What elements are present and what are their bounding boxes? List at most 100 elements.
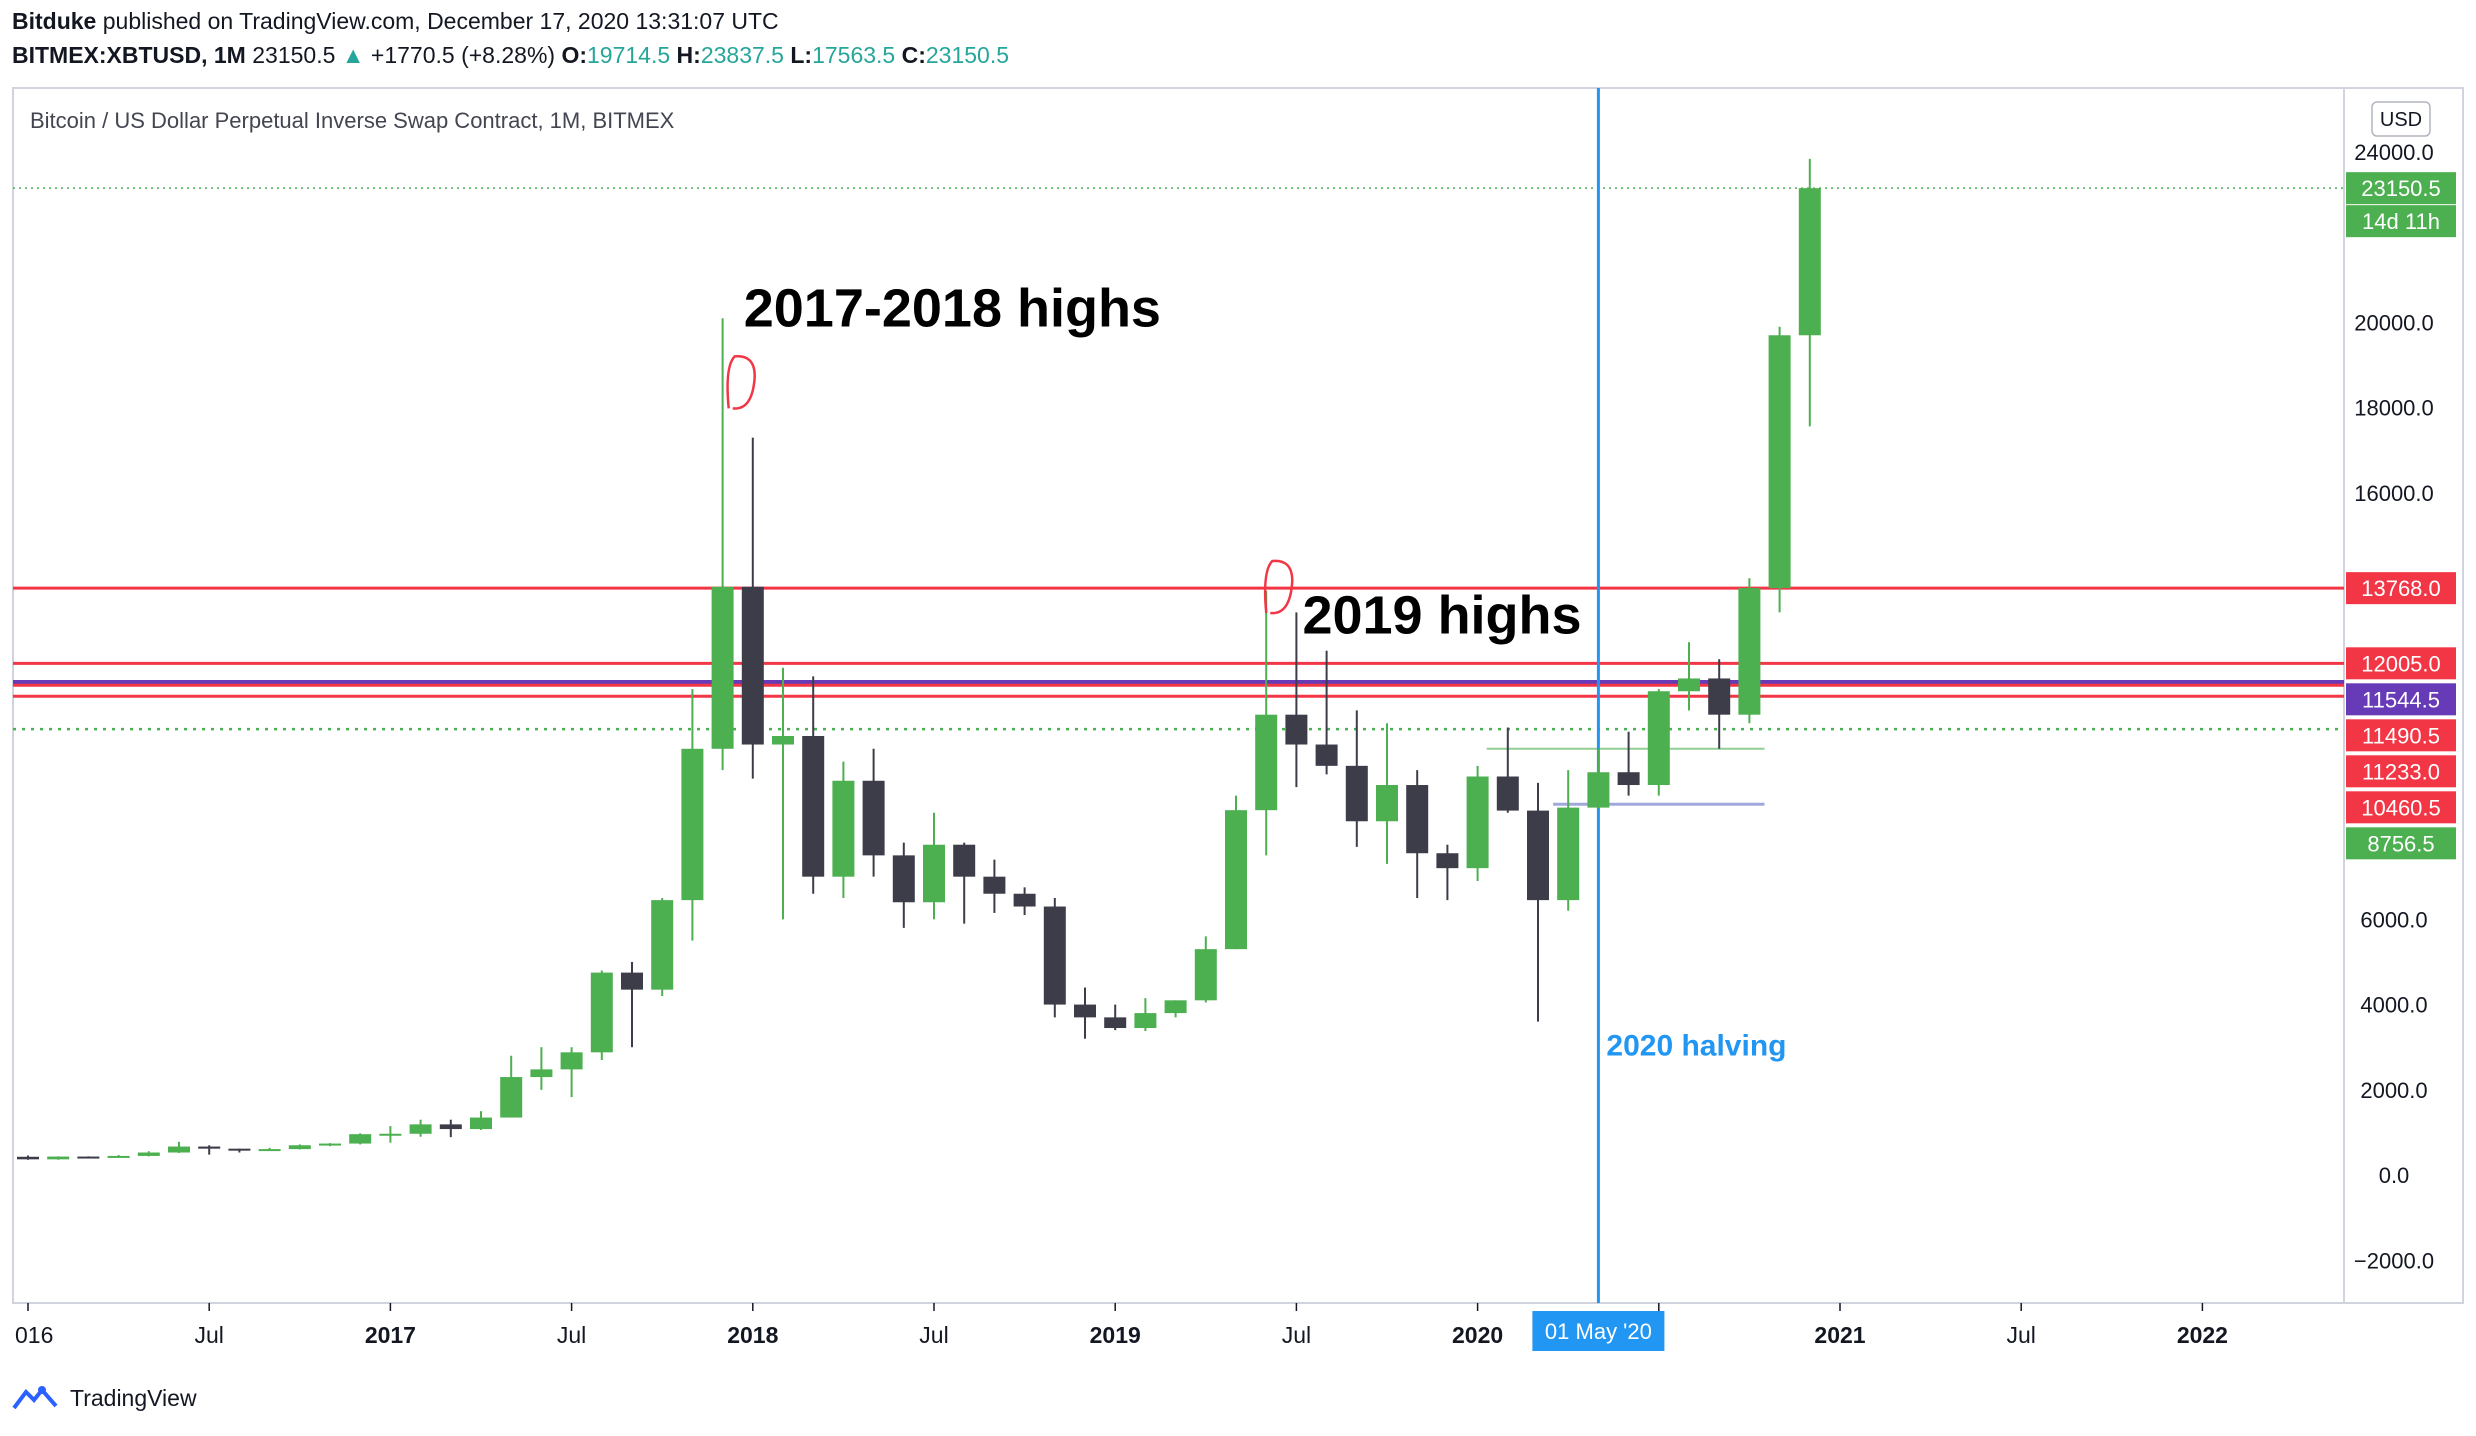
candle-body bbox=[772, 736, 794, 745]
candle-body bbox=[741, 586, 764, 745]
candle-body bbox=[1345, 765, 1368, 822]
candle-body bbox=[621, 972, 643, 990]
chart-title: Bitcoin / US Dollar Perpetual Inverse Sw… bbox=[30, 108, 675, 133]
candle-body bbox=[1376, 785, 1398, 822]
level-tag-bg bbox=[2346, 572, 2456, 605]
x-tick-label: 2018 bbox=[727, 1322, 778, 1348]
price-axis[interactable]: −2000.0 0.0 2000.0 4000.0 6000.0 16000.0 18000… bbox=[2346, 140, 2456, 1273]
countdown-bg bbox=[2346, 205, 2456, 238]
candle-body bbox=[711, 586, 734, 749]
x-tick-label: Jul bbox=[2006, 1322, 2035, 1348]
last-price: 23150.5 bbox=[252, 42, 336, 68]
currency-button[interactable] bbox=[2371, 101, 2431, 137]
x-tick-label: Jul bbox=[557, 1322, 586, 1348]
candle-body bbox=[1225, 810, 1247, 950]
candle-body bbox=[500, 1077, 523, 1118]
candle-body bbox=[1194, 949, 1217, 1001]
annotation-text: 2019 highs bbox=[1302, 586, 1581, 646]
author[interactable]: Bitduke bbox=[12, 8, 97, 34]
candle-body bbox=[1285, 714, 1308, 745]
high-value: 23837.5 bbox=[700, 42, 784, 68]
candle-body bbox=[681, 748, 704, 901]
dotted-level-tag-bg bbox=[2346, 827, 2456, 860]
up-arrow-icon: ▲ bbox=[341, 42, 365, 68]
y-tick-label: −2000.0 bbox=[2354, 1248, 2434, 1273]
candle-body bbox=[832, 780, 855, 877]
x-tick-label: 2020 bbox=[1452, 1322, 1503, 1348]
y-tick-label: 18000.0 bbox=[2354, 396, 2434, 421]
y-tick-label: 24000.0 bbox=[2354, 140, 2434, 165]
x-tick-label: Jul bbox=[919, 1322, 948, 1348]
candle-body bbox=[319, 1143, 341, 1146]
publish-info: Bitduke published on TradingView.com, De… bbox=[12, 8, 779, 35]
level-tag: 13768.0 bbox=[2361, 576, 2441, 601]
last-price-tag-bg bbox=[2346, 172, 2456, 205]
y-tick-label: 0.0 bbox=[2379, 1163, 2410, 1188]
candle-body bbox=[258, 1149, 281, 1152]
candles bbox=[17, 158, 1821, 1160]
time-axis[interactable]: 016Jul2017Jul2018Jul2019Jul2020l2021Jul2… bbox=[15, 1303, 2228, 1351]
y-tick-label: 4000.0 bbox=[2360, 993, 2427, 1018]
candle-body bbox=[1406, 785, 1429, 854]
price-change: +1770.5 (+8.28%) bbox=[370, 42, 556, 68]
candle-body bbox=[1708, 678, 1731, 715]
candle-body bbox=[349, 1134, 372, 1144]
candle-body bbox=[439, 1124, 462, 1130]
halving-date-tag: 01 May '20 bbox=[1545, 1319, 1652, 1344]
last-price-tag: 23150.5 bbox=[2361, 176, 2441, 201]
halving-text: 2020 halving bbox=[1606, 1030, 1786, 1063]
price-chart[interactable]: Bitcoin / US Dollar Perpetual Inverse Sw… bbox=[0, 0, 2476, 1380]
candle-body bbox=[107, 1155, 130, 1158]
x-tick-label: 016 bbox=[15, 1322, 53, 1348]
candle-body bbox=[1315, 744, 1338, 766]
candle-body bbox=[1678, 678, 1700, 692]
candle-body bbox=[1617, 772, 1640, 786]
x-tick-label: 2017 bbox=[365, 1322, 416, 1348]
x-tick-label: 2019 bbox=[1090, 1322, 1141, 1348]
candle-body bbox=[198, 1146, 221, 1149]
candle-body bbox=[1798, 188, 1821, 336]
candle-body bbox=[168, 1146, 190, 1153]
candle-body bbox=[379, 1133, 402, 1136]
candle-body bbox=[77, 1156, 100, 1159]
candle-body bbox=[1738, 588, 1761, 715]
brand-name[interactable]: TradingView bbox=[70, 1384, 197, 1411]
candle-body bbox=[802, 736, 825, 877]
close-label: C: bbox=[901, 42, 926, 68]
level-tag: 12005.0 bbox=[2361, 651, 2441, 676]
footer: TradingView bbox=[12, 1384, 197, 1412]
candle-body bbox=[1164, 1000, 1187, 1014]
level-tag: 11490.5 bbox=[2362, 723, 2440, 748]
high-marker bbox=[1263, 559, 1294, 615]
level-tag: 11544.5 bbox=[2362, 687, 2440, 712]
open-value: 19714.5 bbox=[587, 42, 671, 68]
candle-body bbox=[590, 972, 613, 1053]
low-label: L: bbox=[790, 42, 813, 68]
candle-body bbox=[1043, 906, 1066, 1005]
candle-body bbox=[17, 1156, 39, 1160]
annotation-text: 2017-2018 highs bbox=[744, 279, 1161, 339]
level-tag: 10460.5 bbox=[2361, 795, 2441, 820]
candle-body bbox=[1436, 853, 1459, 869]
candle-body bbox=[1768, 335, 1791, 589]
candle-body bbox=[923, 844, 945, 903]
candle-body bbox=[1255, 714, 1278, 811]
tradingview-logo-icon[interactable] bbox=[12, 1384, 62, 1412]
symbol[interactable]: BITMEX:XBTUSD, 1M bbox=[12, 42, 246, 68]
level-lines bbox=[13, 88, 2344, 1303]
level-tag: 11233.0 bbox=[2362, 759, 2440, 784]
x-tick-label: 2021 bbox=[1814, 1322, 1865, 1348]
y-tick-label: 20000.0 bbox=[2354, 310, 2434, 335]
candle-body bbox=[288, 1145, 311, 1150]
dotted-level-tag: 8756.5 bbox=[2367, 831, 2434, 856]
halving-date-tag-bg bbox=[1532, 1311, 1665, 1351]
candle-body bbox=[1647, 691, 1670, 786]
candle-body bbox=[1466, 776, 1489, 869]
candle-body bbox=[1496, 776, 1519, 811]
low-value: 17563.5 bbox=[812, 42, 896, 68]
candle-body bbox=[892, 855, 915, 903]
level-tag-bg bbox=[2346, 683, 2456, 716]
published-text: published on TradingView.com, December 1… bbox=[102, 8, 779, 34]
candle-body bbox=[470, 1117, 492, 1130]
symbol-bar: BITMEX:XBTUSD, 1M 23150.5 ▲ +1770.5 (+8.… bbox=[12, 42, 1009, 69]
